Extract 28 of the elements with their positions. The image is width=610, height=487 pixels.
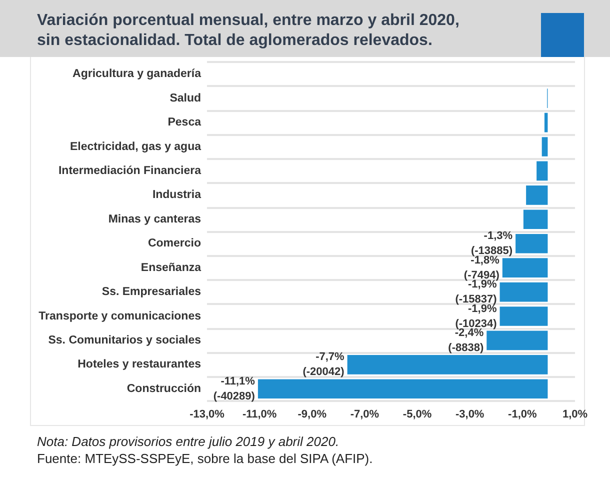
y-tick-label: Comercio <box>148 238 201 250</box>
y-tick-label: Minas y canteras <box>108 213 201 226</box>
data-label: -2,4% (-8838) <box>448 326 484 354</box>
data-label: -11,1% (-40289) <box>213 375 256 402</box>
text: Nota: Datos provisorios entre julio 2019 y abril 2020. <box>37 433 340 450</box>
y-tick-label: Salud <box>170 92 201 104</box>
y-tick-label: Ss. Empresariales <box>102 286 201 298</box>
y-tick-label: Pesca <box>168 116 202 129</box>
y-tick-label: Agricultura y ganadería <box>72 68 202 80</box>
x-tick-label: -13,0% <box>190 408 225 420</box>
y-tick-label: Ss. Comunitarios y sociales <box>48 334 201 346</box>
y-tick-label: Hoteles y restaurantes <box>78 358 201 371</box>
x-tick-label: -9,0% <box>298 408 327 420</box>
y-tick-label: Industria <box>152 189 202 202</box>
y-tick-label: Intermediación Financiera <box>58 164 202 177</box>
x-tick-label: 1,0% <box>562 408 588 420</box>
y-tick-label: Transporte y comunicaciones <box>38 310 201 322</box>
y-tick-label: Construcción <box>126 382 201 395</box>
x-tick-label: -7,0% <box>350 408 380 420</box>
source-note: Fuente: MTEySS-SSPEyE, sobre la base del SIPA (AFIP). <box>37 450 373 467</box>
data-label: -7,7% (-20042) <box>302 351 345 378</box>
x-tick-label: -3,0% <box>455 408 484 420</box>
y-tick-label: Enseñanza <box>140 262 202 274</box>
x-tick-label: -1,0% <box>508 408 538 420</box>
chart-title: Variación porcentual mensual, entre marzo y abril 2020, sin estacionalidad. Total de aglomerados relevados. <box>37 11 460 51</box>
x-tick-label: -11,0% <box>242 408 277 420</box>
x-tick-label: -5,0% <box>402 408 432 420</box>
y-tick-label: Electricidad, gas y agua <box>70 140 202 153</box>
